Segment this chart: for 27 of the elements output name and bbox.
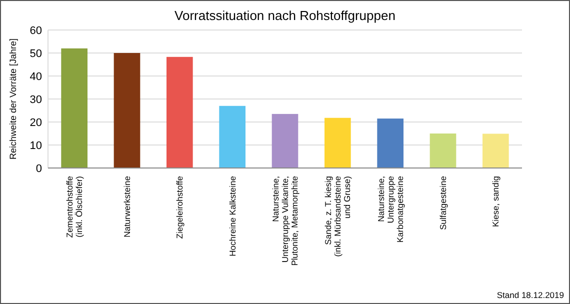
x-tick-label: Hochreine Kalksteine [227, 176, 238, 256]
y-tick-label: 30 [30, 94, 42, 106]
y-tick-label: 10 [30, 140, 42, 152]
text: Stand 18.12.2019 [496, 290, 564, 300]
bar [482, 134, 509, 168]
x-tick-label: Sulfatgesteine [438, 176, 448, 230]
x-tick-label: Ziegeleirohstoffe [174, 176, 185, 239]
bar [61, 48, 88, 168]
y-tick-label: 40 [30, 70, 42, 83]
x-tick-label: Sande, z. T. kiesig (inkl. Mürbsandsteine und Gruse) [323, 176, 352, 257]
x-tick-label: Naturwerksteine [122, 176, 132, 238]
bar [430, 134, 456, 168]
chart-title: Vorratssituation nach Rohstoffgruppen [174, 8, 396, 23]
y-tick-label: 0 [36, 162, 42, 175]
bar [219, 106, 246, 168]
bar [114, 53, 140, 168]
bar [166, 56, 193, 168]
bar [272, 114, 298, 168]
y-tick-label: 60 [30, 24, 42, 37]
x-tick-label: Zementrohstoffe (inkl. Ölschiefer) [64, 176, 84, 238]
y-axis-title: Reichweite der Vorräte [Jahre] [8, 38, 18, 160]
bar [324, 118, 351, 168]
bar [377, 118, 404, 168]
x-tick-label: Kiese, sandig [490, 176, 501, 228]
y-tick-label: 50 [30, 48, 42, 60]
x-tick-label: Natursteine, Untergruppe Vulkanite, Plutonite, Metamorphite [270, 176, 300, 266]
y-tick-label: 20 [30, 116, 42, 129]
